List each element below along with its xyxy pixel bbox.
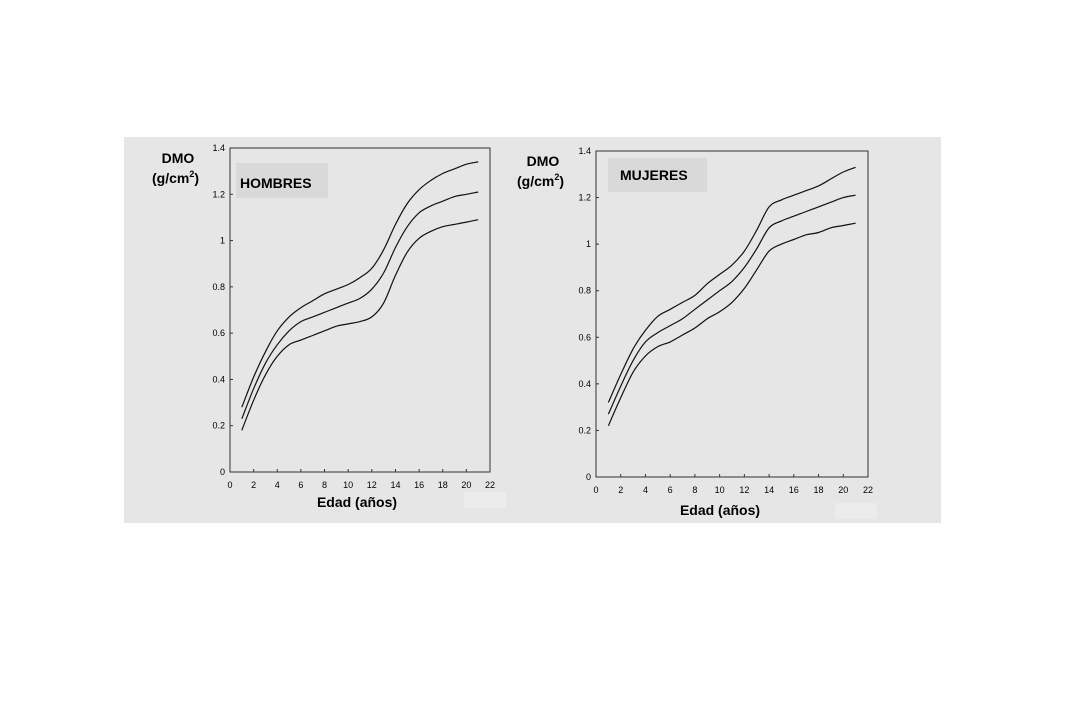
y-tick-label: 0.4	[578, 379, 591, 389]
title-box	[236, 163, 328, 198]
y-tick-label: 0	[586, 472, 591, 482]
y-tick-label: 1	[220, 236, 225, 246]
x-tick-label: 16	[414, 480, 424, 490]
blank-patch	[464, 492, 506, 508]
x-tick-label: 18	[438, 480, 448, 490]
x-tick-label: 0	[227, 480, 232, 490]
x-tick-label: 4	[275, 480, 280, 490]
series-upper-line	[607, 166, 856, 403]
y-tick-label: 0.6	[212, 328, 225, 338]
y-tick-label: 1	[586, 239, 591, 249]
series-middle-line	[607, 194, 856, 415]
x-tick-label: 2	[618, 485, 623, 495]
plot-frame	[595, 150, 869, 478]
y-axis-label-line1: DMO	[527, 153, 560, 169]
y-tick-label: 0.4	[212, 374, 225, 384]
x-tick-label: 8	[322, 480, 327, 490]
y-tick-label: 0.2	[578, 425, 591, 435]
y-axis-label-line2: (g/cm2)	[517, 172, 564, 189]
x-tick-label: 10	[343, 480, 353, 490]
y-tick-label: 1.4	[578, 146, 591, 156]
x-tick-label: 12	[739, 485, 749, 495]
x-tick-label: 16	[789, 485, 799, 495]
chart-title: HOMBRES	[240, 175, 312, 191]
series-middle-line	[241, 191, 479, 420]
x-tick-label: 18	[814, 485, 824, 495]
x-tick-label: 20	[461, 480, 471, 490]
x-tick-label: 22	[485, 480, 495, 490]
y-tick-label: 0.6	[578, 332, 591, 342]
y-tick-label: 1.2	[212, 189, 225, 199]
x-tick-label: 14	[390, 480, 400, 490]
chart-mujeres: DMO (g/cm2) MUJERES Edad (años) 0 2 4 6 8 10 1…	[517, 146, 877, 519]
x-tick-label: 14	[764, 485, 774, 495]
x-tick-label: 0	[593, 485, 598, 495]
title-box	[608, 158, 707, 192]
blank-patch	[835, 503, 877, 519]
x-tick-label: 6	[668, 485, 673, 495]
y-axis-label-line1: DMO	[162, 150, 195, 166]
plot-frame	[229, 147, 491, 473]
x-tick-label: 2	[251, 480, 256, 490]
x-axis-label: Edad (años)	[680, 502, 760, 518]
chart-title: MUJERES	[620, 167, 688, 183]
series-lower-line	[241, 219, 479, 431]
x-tick-label: 10	[715, 485, 725, 495]
y-tick-label: 1.2	[578, 193, 591, 203]
series-lower-line	[607, 222, 856, 427]
x-tick-label: 12	[367, 480, 377, 490]
y-tick-label: 0.2	[212, 421, 225, 431]
y-tick-label: 0.8	[212, 282, 225, 292]
figure-panel	[124, 137, 941, 523]
chart-hombres: DMO (g/cm2) HOMBRES Edad (años) 0 2 4 6 8 10 1…	[152, 143, 506, 510]
x-tick-label: 22	[863, 485, 873, 495]
x-axis-label: Edad (años)	[317, 494, 397, 510]
y-axis-label-line2: (g/cm2)	[152, 169, 199, 186]
y-tick-label: 1.4	[212, 143, 225, 153]
y-tick-label: 0	[220, 467, 225, 477]
x-tick-label: 8	[692, 485, 697, 495]
x-tick-label: 4	[643, 485, 648, 495]
x-tick-label: 20	[838, 485, 848, 495]
y-tick-label: 0.8	[578, 286, 591, 296]
x-tick-label: 6	[298, 480, 303, 490]
series-upper-line	[241, 161, 479, 408]
